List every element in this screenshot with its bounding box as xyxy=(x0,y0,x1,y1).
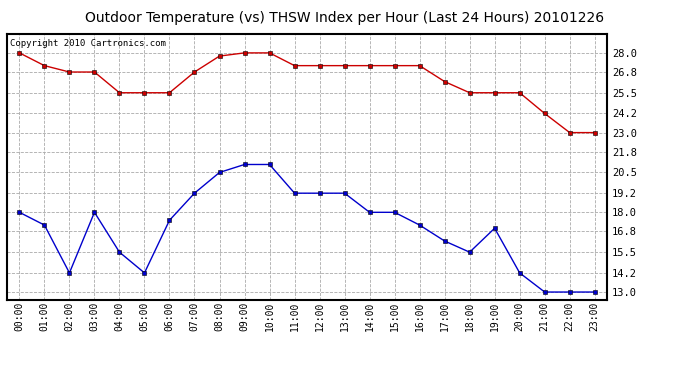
Text: Copyright 2010 Cartronics.com: Copyright 2010 Cartronics.com xyxy=(10,39,166,48)
Text: Outdoor Temperature (vs) THSW Index per Hour (Last 24 Hours) 20101226: Outdoor Temperature (vs) THSW Index per … xyxy=(86,11,604,25)
